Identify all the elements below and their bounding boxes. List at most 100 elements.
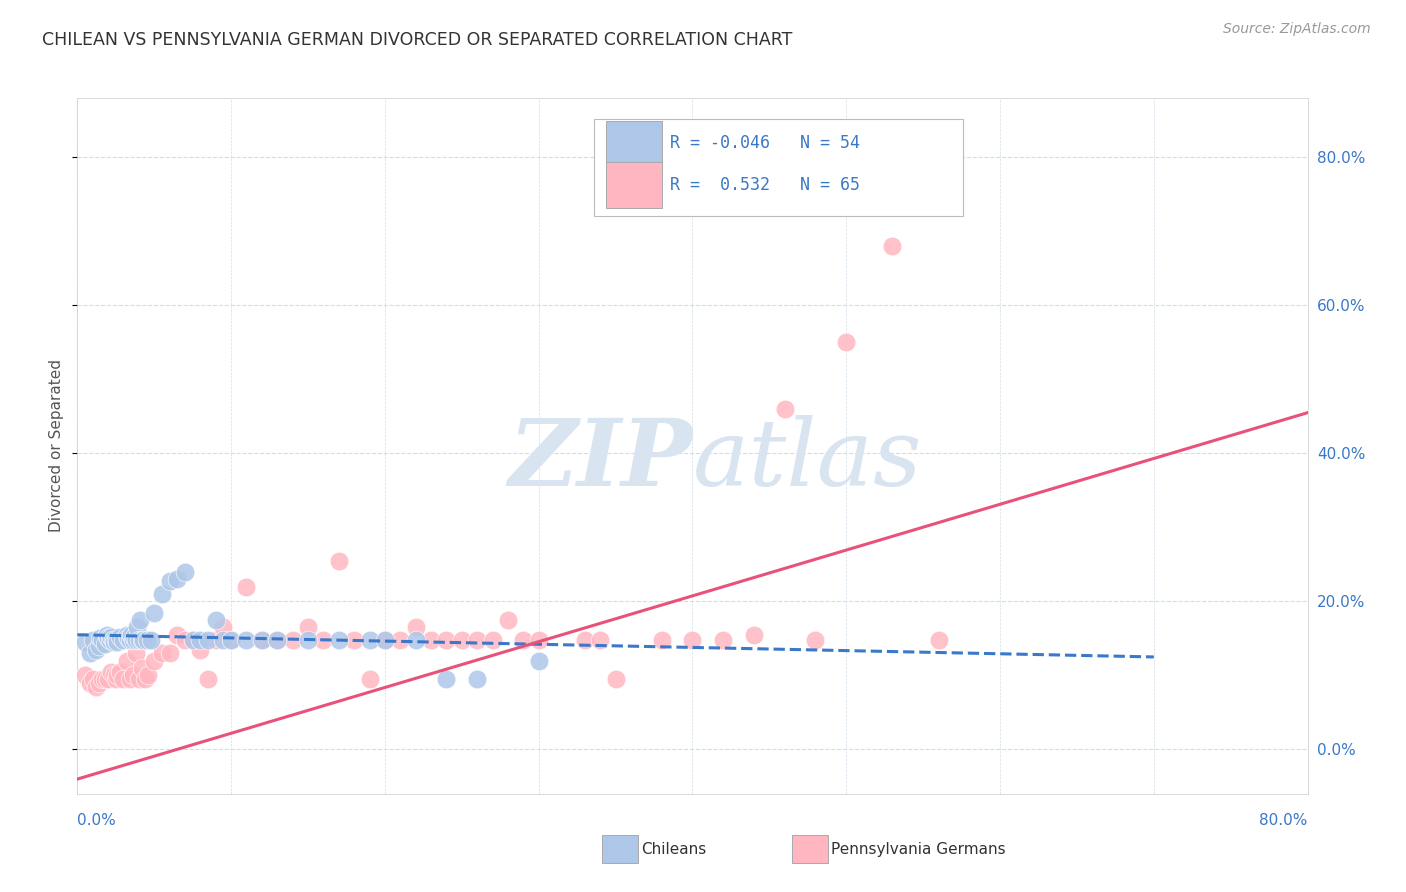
Point	[297, 620, 319, 634]
Point	[266, 632, 288, 647]
Point	[496, 613, 519, 627]
Point	[125, 632, 148, 647]
Y-axis label: Divorced or Separated: Divorced or Separated	[49, 359, 65, 533]
Point	[312, 632, 335, 647]
Point	[131, 661, 153, 675]
Point	[159, 574, 181, 588]
Point	[104, 632, 127, 647]
Point	[527, 632, 550, 647]
Point	[150, 646, 173, 660]
Point	[87, 639, 110, 653]
Point	[115, 628, 138, 642]
Text: Source: ZipAtlas.com: Source: ZipAtlas.com	[1223, 22, 1371, 37]
Point	[82, 632, 104, 647]
FancyBboxPatch shape	[606, 162, 662, 208]
Point	[103, 668, 125, 682]
Point	[94, 672, 117, 686]
Point	[87, 676, 110, 690]
Point	[651, 632, 673, 647]
Point	[97, 632, 120, 646]
Point	[882, 239, 904, 253]
Point	[742, 628, 765, 642]
Point	[212, 632, 235, 647]
Point	[682, 632, 704, 647]
Point	[465, 672, 488, 686]
Point	[166, 628, 188, 642]
Point	[104, 672, 127, 686]
Point	[110, 630, 132, 644]
Point	[97, 672, 120, 686]
Point	[389, 632, 412, 647]
Point	[73, 668, 96, 682]
Point	[105, 635, 128, 649]
Point	[100, 665, 122, 679]
Point	[121, 668, 143, 682]
Point	[450, 632, 472, 647]
Point	[166, 572, 188, 586]
Point	[136, 668, 159, 682]
Point	[82, 672, 104, 686]
Point	[132, 632, 155, 647]
FancyBboxPatch shape	[606, 120, 662, 166]
Point	[219, 632, 242, 647]
Point	[605, 672, 627, 686]
Point	[89, 632, 111, 646]
Point	[374, 632, 396, 647]
Point	[73, 635, 96, 649]
Point	[188, 632, 212, 647]
Point	[125, 646, 148, 660]
Point	[84, 642, 107, 657]
Point	[128, 632, 150, 647]
Point	[250, 632, 273, 647]
Text: 0.0%: 0.0%	[77, 814, 117, 828]
Point	[328, 554, 350, 568]
Point	[574, 632, 596, 647]
Point	[359, 672, 381, 686]
Point	[266, 632, 288, 647]
Point	[174, 632, 197, 647]
Point	[804, 632, 827, 647]
Point	[359, 632, 381, 647]
Point	[212, 620, 235, 634]
Point	[115, 654, 138, 668]
Point	[181, 632, 204, 647]
Text: 80.0%: 80.0%	[1260, 814, 1308, 828]
Point	[204, 632, 226, 647]
Point	[94, 637, 117, 651]
Point	[122, 630, 145, 644]
Point	[121, 632, 143, 647]
Point	[527, 654, 550, 668]
Point	[84, 680, 107, 694]
Point	[465, 632, 488, 647]
Point	[79, 646, 101, 660]
Point	[143, 606, 166, 620]
Point	[297, 632, 319, 647]
Point	[512, 632, 534, 647]
Point	[420, 632, 443, 647]
Point	[928, 632, 950, 647]
Point	[96, 628, 118, 642]
Point	[835, 335, 858, 350]
Point	[110, 665, 132, 679]
Point	[112, 632, 135, 647]
Point	[328, 632, 350, 647]
Point	[131, 632, 153, 647]
Point	[103, 635, 125, 649]
Point	[235, 580, 257, 594]
Text: R = -0.046   N = 54: R = -0.046 N = 54	[671, 135, 860, 153]
Point	[112, 672, 135, 686]
Point	[98, 632, 121, 647]
Point	[159, 646, 181, 660]
Point	[235, 632, 257, 647]
Point	[204, 613, 226, 627]
Point	[481, 632, 503, 647]
Point	[105, 668, 128, 682]
Text: R =  0.532   N = 65: R = 0.532 N = 65	[671, 176, 860, 194]
Point	[101, 632, 124, 647]
Point	[100, 630, 122, 644]
Point	[118, 632, 141, 647]
Point	[143, 654, 166, 668]
Point	[118, 672, 141, 686]
Point	[134, 672, 156, 686]
Point	[436, 632, 458, 647]
